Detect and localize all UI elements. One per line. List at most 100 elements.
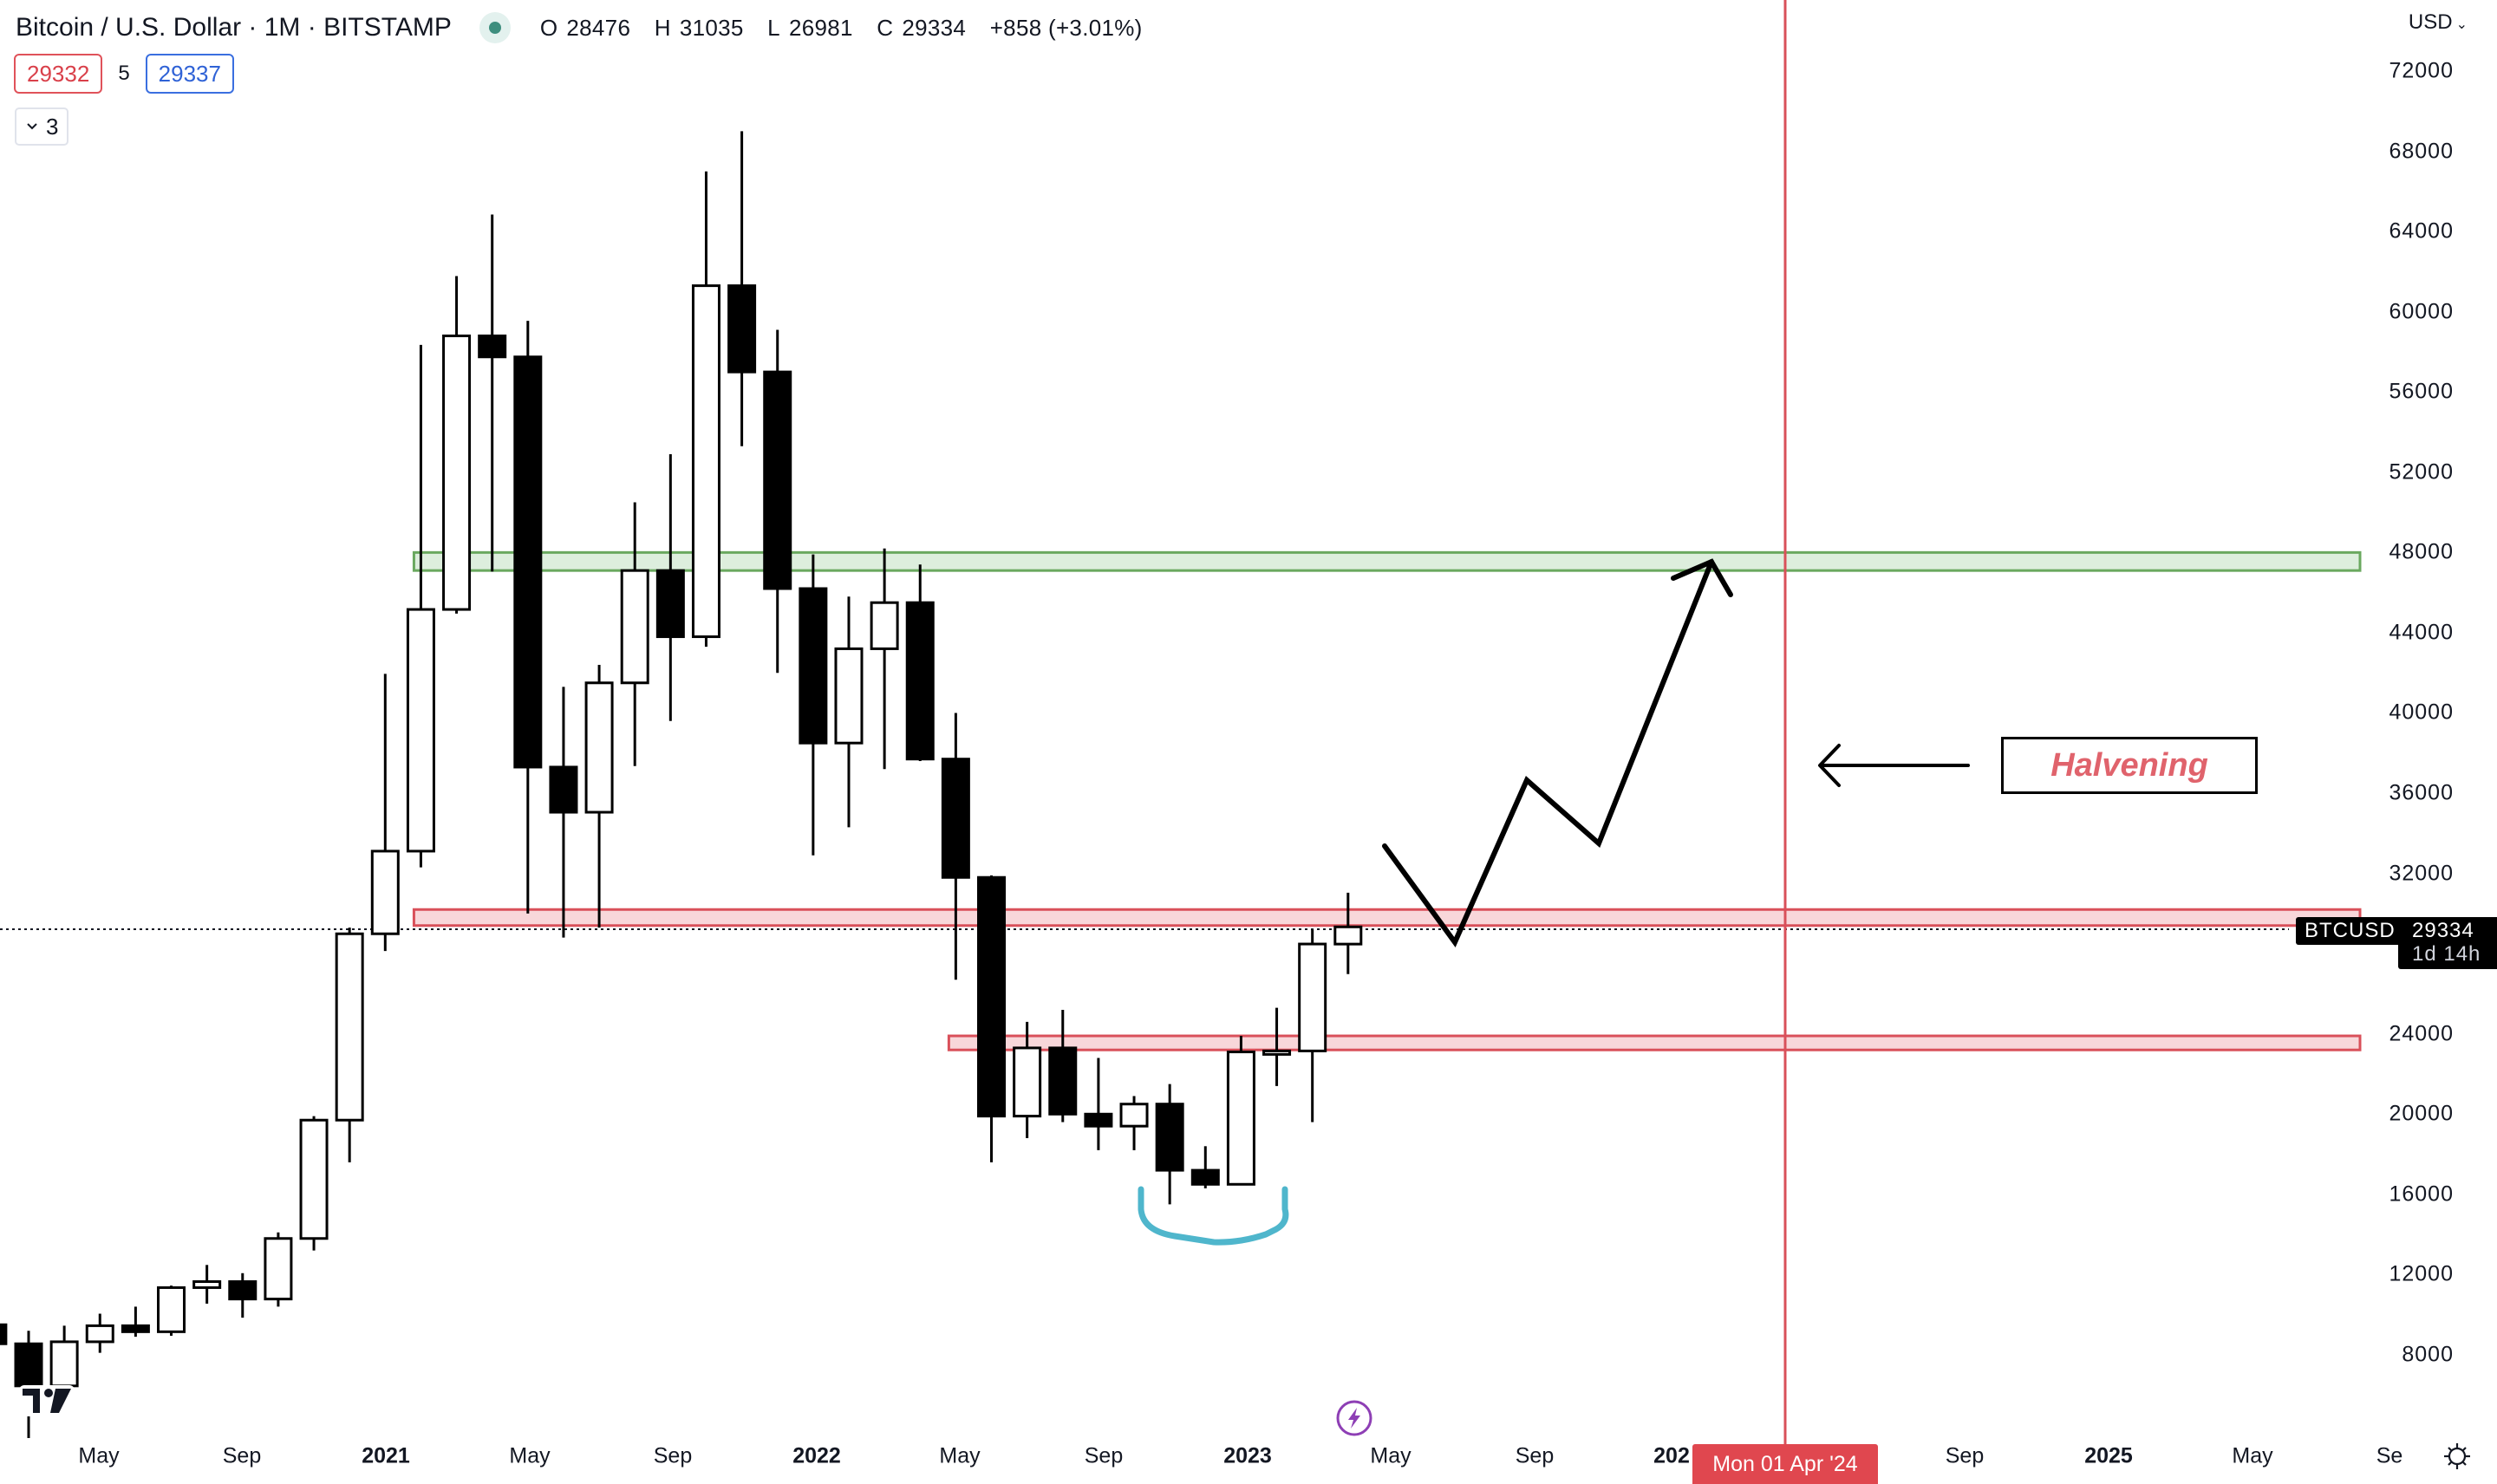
chart-settings-gear-icon[interactable]: [2442, 1441, 2473, 1472]
price-axis-label: 64000: [2389, 218, 2454, 244]
candle: [1262, 1007, 1292, 1086]
candle: [584, 664, 614, 928]
market-status-indicator[interactable]: [479, 12, 511, 43]
time-axis-label: 2023: [1223, 1443, 1272, 1468]
candle: [1226, 1036, 1255, 1186]
candle: [335, 928, 364, 1162]
time-axis-label: Sep: [1084, 1443, 1124, 1468]
halvening-text-box[interactable]: Halvening: [2001, 737, 2258, 794]
candle: [727, 131, 757, 446]
candle: [1013, 1021, 1042, 1139]
candle: [1084, 1058, 1113, 1150]
low-value: 26981: [788, 14, 853, 41]
candle: [228, 1272, 258, 1318]
price-axis-label: 8000: [2402, 1342, 2454, 1367]
time-axis-label: May: [509, 1443, 551, 1468]
time-axis-label: May: [939, 1443, 981, 1468]
price-axis-label: 16000: [2389, 1181, 2454, 1207]
price-axis-label: 12000: [2389, 1261, 2454, 1286]
last-price-value: 29334: [2412, 919, 2474, 942]
crosshair-date-label: Mon 01 Apr '24: [1692, 1444, 1878, 1484]
trade-buttons: 29332 5 29337: [14, 54, 234, 94]
price-axis-label: 24000: [2389, 1021, 2454, 1046]
candle: [1048, 1009, 1078, 1123]
time-axis-label: Se: [2376, 1443, 2403, 1468]
price-axis-label: 32000: [2389, 861, 2454, 886]
zone-support-upper[interactable]: [412, 908, 2362, 928]
candle: [85, 1313, 114, 1353]
candle: [299, 1116, 329, 1251]
close-value: 29334: [902, 14, 967, 41]
last-price-tag: 29334 1d 14h: [2398, 917, 2497, 969]
change-value: +858 (+3.01%): [989, 14, 1143, 41]
price-axis-label: 36000: [2389, 780, 2454, 805]
chevron-down-icon: [27, 123, 37, 130]
candle: [941, 713, 970, 980]
candle: [192, 1265, 222, 1304]
candle: [49, 1325, 79, 1392]
candle: [834, 596, 864, 828]
candle: [977, 875, 1007, 1162]
projection-path-drawing[interactable]: [1382, 559, 1714, 947]
halvening-label: Halvening: [2050, 746, 2208, 784]
time-axis-label: Sep: [1515, 1443, 1555, 1468]
price-axis-label: 72000: [2389, 58, 2454, 83]
candle: [1333, 892, 1363, 974]
price-axis-label: 20000: [2389, 1101, 2454, 1126]
indicators-toggle-button[interactable]: 3: [15, 107, 69, 146]
sell-button[interactable]: 29332: [14, 54, 103, 94]
price-axis-label: 68000: [2389, 139, 2454, 164]
candle: [1298, 929, 1327, 1123]
candle: [157, 1285, 186, 1336]
time-axis-label: Sep: [1945, 1443, 1985, 1468]
candle: [620, 502, 649, 766]
candle: [513, 321, 543, 914]
high-value: 31035: [679, 14, 744, 41]
symbol-price-tag: BTCUSD: [2296, 917, 2404, 945]
candle: [763, 329, 792, 674]
zone-support-lower[interactable]: [947, 1034, 2362, 1051]
price-axis-label: 40000: [2389, 700, 2454, 725]
candle: [799, 554, 828, 856]
time-axis-label: Sep: [222, 1443, 262, 1468]
candle: [1190, 1146, 1220, 1188]
currency-selector[interactable]: USD ⌄: [2408, 10, 2468, 34]
price-axis-label: 56000: [2389, 379, 2454, 404]
chevron-down-icon: ⌄: [2455, 17, 2468, 32]
candle: [905, 564, 935, 762]
indicators-count: 3: [46, 114, 59, 140]
candle: [370, 674, 400, 952]
candle: [478, 214, 507, 572]
buy-button[interactable]: 29337: [145, 54, 234, 94]
candle: [14, 1331, 43, 1438]
candlesticks: [0, 131, 1363, 1438]
zone-resistance[interactable]: [412, 550, 2362, 572]
spread-value: 5: [118, 62, 130, 85]
price-axis-label: 60000: [2389, 299, 2454, 324]
candle: [264, 1232, 293, 1307]
cup-bottom-drawing[interactable]: [1138, 1186, 1289, 1246]
candle: [549, 687, 578, 938]
bar-countdown: 1d 14h: [2412, 942, 2481, 966]
time-axis-label: 2022: [792, 1443, 841, 1468]
candle: [691, 171, 720, 648]
halvening-arrow[interactable]: [1818, 744, 1970, 787]
time-axis-label: 202: [1653, 1443, 1690, 1468]
time-axis-label: May: [78, 1443, 120, 1468]
symbol-title[interactable]: Bitcoin / U.S. Dollar · 1M · BITSTAMP: [16, 13, 452, 42]
price-axis-label: 48000: [2389, 539, 2454, 564]
time-axis-label: May: [2232, 1443, 2273, 1468]
time-axis-label: 2025: [2084, 1443, 2133, 1468]
tradingview-logo-icon[interactable]: [19, 1385, 75, 1416]
price-axis-label: 44000: [2389, 620, 2454, 645]
ohlc-values: O 28476 H 31035 L 26981 C 29334 +858 (+3.01%…: [539, 14, 1143, 41]
candle: [121, 1306, 150, 1338]
candle: [406, 344, 435, 868]
candle: [442, 276, 472, 614]
candle: [0, 1323, 8, 1345]
candle: [655, 453, 685, 721]
lightning-bolt-icon[interactable]: [1335, 1399, 1373, 1437]
market-open-dot-icon: [488, 22, 501, 34]
candle: [870, 548, 899, 770]
